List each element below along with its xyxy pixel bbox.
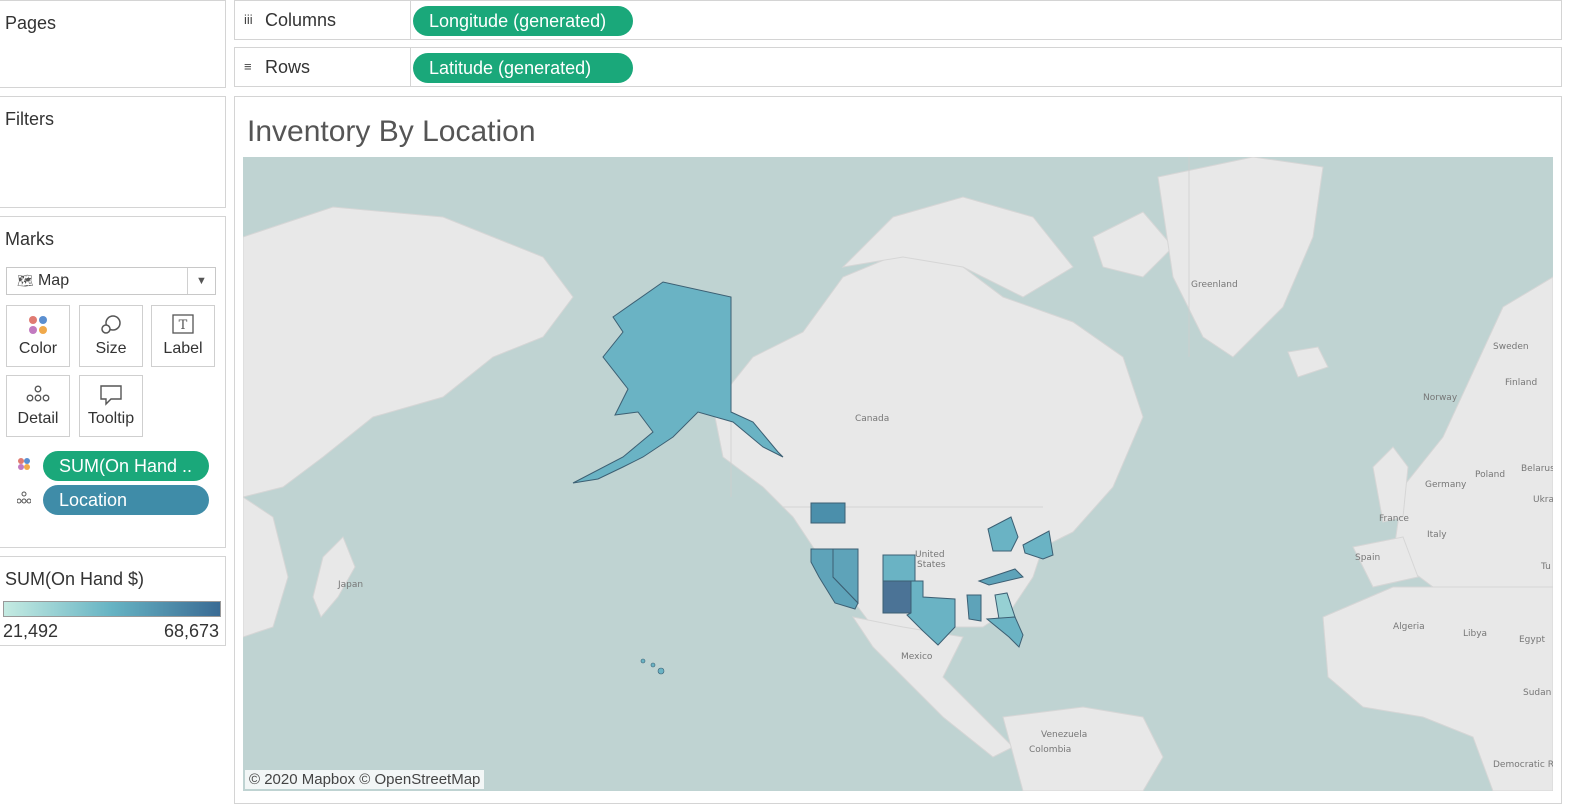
- columns-icon: iii: [244, 12, 253, 27]
- map-icon: 🗺: [17, 273, 34, 288]
- detail-field-pill[interactable]: Location: [43, 485, 209, 515]
- label-tunisia: Tu: [1540, 562, 1551, 572]
- longitude-pill[interactable]: Longitude (generated): [413, 6, 633, 36]
- state-nevada[interactable]: [832, 548, 859, 605]
- europe-land: [1392, 276, 1553, 598]
- state-hawaii: [640, 658, 665, 675]
- mark-type-value: Map: [37, 272, 70, 289]
- label-states: States: [917, 560, 946, 570]
- label-sweden: Sweden: [1493, 342, 1529, 352]
- pages-title: Pages: [5, 13, 57, 33]
- rows-shelf[interactable]: ≡ Rows Latitude (generated): [234, 47, 1562, 87]
- state-washington[interactable]: [810, 502, 846, 524]
- viz-title: Inventory By Location: [247, 115, 536, 148]
- detail-label: Detail: [17, 410, 59, 427]
- viz-card: Inventory By Location: [234, 96, 1562, 804]
- detail-icon: [7, 376, 69, 410]
- label-drc: Democratic Republic of Congo: [1493, 760, 1553, 770]
- label-sudan: Sudan: [1523, 688, 1551, 698]
- marks-title: Marks: [5, 229, 54, 249]
- label-belarus: Belarus: [1521, 464, 1553, 474]
- label-ukraine: Ukra: [1533, 495, 1553, 505]
- legend-max: 68,673: [163, 621, 219, 641]
- label-egypt: Egypt: [1519, 635, 1545, 645]
- text-icon: T: [152, 306, 214, 340]
- color-button[interactable]: Color: [6, 305, 70, 367]
- map-view[interactable]: Greenland Canada United States Mexico Ja…: [243, 157, 1553, 791]
- columns-shelf-label: iii Columns: [235, 1, 411, 39]
- size-icon: [80, 306, 142, 340]
- chevron-down-icon[interactable]: ▼: [187, 268, 215, 294]
- filters-title: Filters: [5, 109, 54, 129]
- filters-card[interactable]: Filters: [0, 96, 226, 208]
- label-greenland: Greenland: [1191, 280, 1238, 290]
- columns-label: Columns: [265, 10, 337, 30]
- tooltip-label: Tooltip: [87, 410, 135, 427]
- pages-card[interactable]: Pages: [0, 0, 226, 88]
- label-button[interactable]: T Label: [151, 305, 215, 367]
- label-italy: Italy: [1427, 530, 1447, 540]
- label-japan: Japan: [337, 580, 363, 590]
- rows-shelf-label: ≡ Rows: [235, 48, 411, 86]
- state-michigan[interactable]: [987, 516, 1019, 552]
- rows-icon: ≡: [244, 59, 252, 74]
- size-button[interactable]: Size: [79, 305, 143, 367]
- label-france: France: [1379, 514, 1409, 524]
- color-legend[interactable]: SUM(On Hand $) 21,492 68,673: [0, 556, 226, 646]
- state-florida[interactable]: [985, 616, 1024, 648]
- state-mississippi[interactable]: [966, 594, 982, 622]
- label-algeria: Algeria: [1393, 622, 1425, 632]
- state-kentucky[interactable]: [977, 568, 1024, 586]
- legend-gradient: [3, 601, 221, 617]
- color-icon: [7, 306, 69, 340]
- state-texas[interactable]: [906, 580, 956, 646]
- land-layer: [243, 157, 1553, 791]
- state-alaska[interactable]: [572, 281, 784, 484]
- state-colorado[interactable]: [882, 554, 916, 582]
- label-colombia: Colombia: [1029, 745, 1071, 755]
- marks-card: Marks 🗺 Map ▼ Color Size T: [0, 216, 226, 548]
- tooltip-button[interactable]: Tooltip: [79, 375, 143, 437]
- tooltip-icon: [80, 376, 142, 410]
- columns-shelf[interactable]: iii Columns Longitude (generated): [234, 0, 1562, 40]
- size-label: Size: [95, 340, 127, 357]
- label-canada: Canada: [855, 414, 889, 424]
- label-spain: Spain: [1355, 553, 1380, 563]
- label-finland: Finland: [1505, 378, 1537, 388]
- label-united: United: [915, 550, 945, 560]
- map-credit[interactable]: © 2020 Mapbox © OpenStreetMap: [245, 770, 485, 789]
- label-norway: Norway: [1423, 393, 1458, 403]
- label-libya: Libya: [1463, 629, 1487, 639]
- legend-min: 21,492: [3, 621, 59, 641]
- label-venezuela: Venezuela: [1041, 730, 1087, 740]
- mark-type-dropdown[interactable]: 🗺 Map ▼: [6, 267, 216, 295]
- map-labels: Greenland Canada United States Mexico Ja…: [337, 280, 1553, 770]
- north-america-land: [712, 251, 1144, 638]
- south-america-land: [1002, 706, 1164, 791]
- asia-land: [243, 206, 574, 498]
- color-encoding-icon: [17, 457, 31, 474]
- detail-button[interactable]: Detail: [6, 375, 70, 437]
- greenland-land: [1157, 157, 1324, 358]
- rows-label: Rows: [265, 57, 311, 77]
- state-new-york[interactable]: [1022, 530, 1054, 560]
- legend-title: SUM(On Hand $): [5, 569, 145, 589]
- label-label: Label: [163, 340, 203, 357]
- color-label: Color: [18, 340, 58, 357]
- svg-text:T: T: [179, 318, 188, 333]
- africa-land: [1322, 586, 1553, 791]
- map-canvas: Greenland Canada United States Mexico Ja…: [243, 157, 1553, 791]
- label-poland: Poland: [1475, 470, 1505, 480]
- japan-land: [312, 536, 356, 618]
- latitude-pill[interactable]: Latitude (generated): [413, 53, 633, 83]
- states-layer: [572, 281, 1054, 648]
- state-new-mexico[interactable]: [882, 580, 912, 614]
- color-field-pill[interactable]: SUM(On Hand ..: [43, 451, 209, 481]
- label-germany: Germany: [1425, 480, 1467, 490]
- label-mexico: Mexico: [901, 652, 933, 662]
- detail-encoding-icon: [16, 491, 32, 508]
